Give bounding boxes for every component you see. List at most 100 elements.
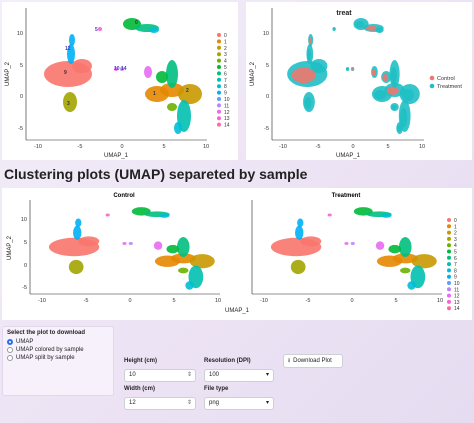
x-tick: 10 xyxy=(203,144,209,150)
umap-treat-plot: treat -10 -5 0 5 10 10 5 0 -5 UMAP_1 UMA… xyxy=(246,2,472,160)
cell-cluster xyxy=(144,66,152,78)
cell-cluster xyxy=(308,37,312,45)
legend-key xyxy=(447,255,451,260)
x-tick-labels: -10 -5 0 5 10 xyxy=(279,144,425,150)
cell-cluster xyxy=(78,236,100,247)
x-tick: -5 xyxy=(316,144,321,150)
cluster-label: 1 xyxy=(153,91,156,97)
legend-key xyxy=(217,97,221,101)
legend-label-control: Control xyxy=(437,76,455,82)
cell-cluster xyxy=(346,68,349,71)
legend-key xyxy=(447,293,451,298)
x-tick: -10 xyxy=(279,144,287,150)
radio-button[interactable] xyxy=(7,355,13,361)
legend-label: 3 xyxy=(454,237,457,243)
legend-key xyxy=(217,45,221,50)
cell-cluster xyxy=(391,105,397,110)
cell-cluster xyxy=(67,44,75,64)
cell-cluster xyxy=(332,28,335,31)
x-tick: -10 xyxy=(38,298,46,304)
legend-label: 5 xyxy=(224,65,227,71)
cell-cluster xyxy=(98,27,102,31)
radio-umap-split[interactable]: UMAP split by sample xyxy=(7,355,109,361)
y-tick: 5 xyxy=(24,240,27,246)
cell-cluster xyxy=(386,86,399,95)
cell-cluster xyxy=(156,71,168,83)
cluster-label: 9 xyxy=(64,70,67,76)
cell-cluster xyxy=(312,62,323,71)
cluster-label: 10 xyxy=(114,66,120,72)
height-input[interactable]: 10 ⇕ xyxy=(124,369,196,382)
height-group: Height (cm) 10 ⇕ xyxy=(124,358,198,384)
radio-umap-colored[interactable]: UMAP colored by sample xyxy=(7,347,109,353)
legend-key xyxy=(217,122,221,127)
y-axis-title: UMAP_2 xyxy=(250,61,256,86)
legend-label: 10 xyxy=(454,281,460,287)
width-group: Width (cm) 12 ⇕ xyxy=(124,386,198,412)
x-tick: 5 xyxy=(394,298,397,304)
download-plot-button[interactable]: ⭳ Download Plot xyxy=(283,354,343,368)
cell-cluster xyxy=(365,26,378,31)
cell-cluster xyxy=(63,92,77,112)
x-tick: 5 xyxy=(172,298,175,304)
umap-treat-svg: treat -10 -5 0 5 10 10 5 0 -5 UMAP_1 UMA… xyxy=(250,8,462,159)
y-tick: -5 xyxy=(22,285,27,291)
legend-label: 7 xyxy=(224,78,227,84)
width-input[interactable]: 12 ⇕ xyxy=(124,397,196,410)
resolution-select[interactable]: 100 ▾ xyxy=(204,369,274,382)
radio-umap[interactable]: UMAP xyxy=(7,339,109,345)
legend-label: 1 xyxy=(454,224,457,230)
legend-key xyxy=(447,236,451,241)
legend-label: 7 xyxy=(454,262,457,268)
cell-cluster xyxy=(73,225,82,240)
legend-key xyxy=(447,224,451,229)
legend-label: 1 xyxy=(224,39,227,45)
cell-cluster xyxy=(327,213,332,217)
stepper-icon[interactable]: ⇕ xyxy=(186,372,192,378)
radio-button[interactable] xyxy=(7,347,13,353)
y-tick: 0 xyxy=(266,94,269,100)
cluster-labels: 9 12 3 1 2 0 5 10 14 xyxy=(64,20,189,107)
facet-title-treatment: Treatment xyxy=(332,193,361,199)
chevron-down-icon: ▾ xyxy=(265,400,269,406)
legend-label: 9 xyxy=(224,91,227,97)
sample-legend: Control Treatment xyxy=(429,75,462,90)
cell-cluster xyxy=(149,27,159,33)
sample-points xyxy=(287,18,420,134)
cell-cluster xyxy=(176,237,190,257)
radio-button-selected[interactable] xyxy=(7,339,13,345)
x-axis-title: UMAP_1 xyxy=(225,308,250,314)
cell-cluster xyxy=(159,213,170,218)
cell-cluster xyxy=(122,242,127,245)
x-tick-labels: -10 -5 0 5 10 xyxy=(34,144,209,150)
legend-label: 8 xyxy=(224,84,227,90)
y-tick-labels: 10 5 0 -5 xyxy=(21,217,27,291)
x-tick: -5 xyxy=(306,298,311,304)
cell-cluster xyxy=(344,242,349,245)
cell-cluster xyxy=(166,244,180,254)
legend-key xyxy=(217,109,221,114)
x-tick: 5 xyxy=(386,144,389,150)
radio-label: UMAP colored by sample xyxy=(16,347,84,353)
cell-cluster xyxy=(407,281,416,290)
legend-key xyxy=(447,306,451,311)
y-tick: 5 xyxy=(20,63,23,69)
y-axis-title: UMAP_2 xyxy=(7,235,13,260)
x-tick: 10 xyxy=(215,298,221,304)
cluster-label: 5 xyxy=(95,27,98,33)
height-value: 10 xyxy=(129,372,136,378)
resolution-value: 100 xyxy=(209,372,220,378)
filetype-select[interactable]: png ▾ xyxy=(204,397,274,410)
stepper-icon[interactable]: ⇕ xyxy=(186,400,192,406)
cell-cluster xyxy=(381,213,392,218)
x-tick: -5 xyxy=(78,144,83,150)
legend-label: 0 xyxy=(454,218,457,224)
x-tick: 5 xyxy=(162,144,165,150)
legend-label: 2 xyxy=(224,46,227,52)
y-tick: 0 xyxy=(20,94,23,100)
cell-cluster xyxy=(388,244,402,254)
x-tick: 10 xyxy=(419,144,425,150)
resolution-group: Resolution (DPI) 100 ▾ xyxy=(204,358,276,384)
legend-label: 3 xyxy=(224,52,227,58)
